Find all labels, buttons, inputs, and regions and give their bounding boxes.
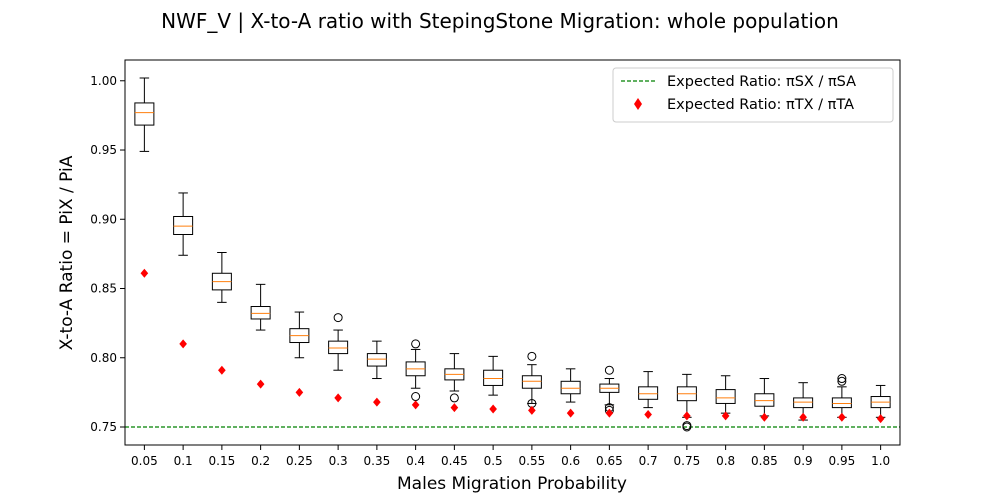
x-tick-label: 0.1	[174, 454, 193, 468]
expected-tx-ta-point	[644, 410, 652, 420]
box-iqr	[328, 340, 349, 355]
x-tick-label: 0.2	[251, 454, 270, 468]
expected-tx-ta-point	[838, 412, 846, 422]
expected-tx-ta-point	[760, 412, 769, 422]
box-iqr	[250, 306, 271, 320]
expected-tx-ta-point	[411, 400, 420, 410]
legend-label-tx-ta: Expected Ratio: πTX / πTA	[667, 97, 854, 113]
expected-tx-ta-point	[140, 268, 149, 278]
x-tick-label: 0.4	[406, 454, 425, 468]
box-outlier	[449, 393, 459, 403]
x-tick-label: 0.75	[674, 454, 701, 468]
box-outlier	[411, 339, 421, 349]
expected-tx-ta-point	[528, 405, 536, 415]
y-tick-label: 1.00	[90, 74, 117, 88]
x-tick-label: 0.05	[131, 454, 158, 468]
expected-tx-ta-point	[489, 404, 497, 414]
legend-frame	[612, 67, 894, 123]
y-axis-label: X-to-A Ratio = PiX / PiA	[57, 155, 77, 350]
axes-frame	[124, 59, 901, 446]
x-tick-label: 0.95	[829, 454, 856, 468]
box-iqr	[831, 397, 852, 409]
legend-label-sx-sa: Expected Ratio: πSX / πSA	[667, 74, 856, 90]
box-iqr	[134, 102, 155, 126]
x-tick-label: 0.35	[364, 454, 391, 468]
y-tick-label: 0.80	[90, 351, 117, 365]
x-tick-label: 0.55	[519, 454, 546, 468]
box-iqr	[173, 215, 194, 235]
box-outlier	[837, 374, 847, 384]
box-iqr	[754, 393, 775, 407]
expected-tx-ta-point	[373, 397, 381, 407]
x-tick-label: 0.85	[751, 454, 778, 468]
y-tick-label: 0.95	[90, 143, 117, 157]
legend: Expected Ratio: πSX / πSA Expected Ratio…	[612, 67, 894, 123]
expected-tx-ta-point	[179, 339, 187, 349]
expected-tx-ta-point	[256, 379, 265, 389]
box-iqr	[560, 380, 581, 395]
expected-tx-ta-point	[683, 411, 691, 421]
box-outlier	[604, 365, 614, 375]
x-tick-label: 0.25	[286, 454, 313, 468]
x-tick-label: 1.0	[871, 454, 890, 468]
expected-tx-ta-point	[218, 365, 226, 375]
x-axis-label: Males Migration Probability	[397, 474, 627, 494]
box-iqr	[521, 375, 542, 389]
x-tick-label: 0.65	[596, 454, 623, 468]
box-iqr	[793, 397, 814, 409]
legend-diamond-icon	[634, 98, 642, 110]
y-tick-label: 0.75	[90, 420, 117, 434]
expected-tx-ta-point	[334, 393, 342, 403]
box-iqr	[483, 369, 504, 386]
expected-tx-ta-point	[799, 412, 807, 422]
box-outlier	[837, 376, 847, 386]
box-iqr	[638, 386, 659, 400]
expected-tx-ta-point	[295, 387, 304, 397]
expected-tx-ta-point	[450, 403, 459, 413]
expected-tx-ta-point	[566, 408, 575, 418]
expected-tx-ta-point	[605, 408, 614, 418]
expected-tx-ta-point	[721, 411, 730, 421]
box-outlier	[411, 392, 421, 402]
plot-area: 0.75 0.80 0.85 0.90 0.95 1.00 0.05 0.1 0.15 0.2 0.…	[90, 59, 901, 468]
x-tick-label: 0.45	[441, 454, 468, 468]
y-tick-label: 0.85	[90, 282, 117, 296]
y-tick-label: 0.90	[90, 212, 117, 226]
x-tick-label: 0.9	[794, 454, 813, 468]
box-iqr	[715, 389, 736, 404]
x-tick-label: 0.3	[329, 454, 348, 468]
x-tick-label: 0.15	[209, 454, 236, 468]
expected-tx-ta-point	[876, 414, 885, 424]
chart-title: NWF_V | X-to-A ratio with StepingStone M…	[161, 9, 839, 33]
x-tick-label: 0.7	[639, 454, 658, 468]
box-outlier	[333, 313, 343, 323]
box-outlier	[527, 351, 537, 361]
x-tick-label: 0.5	[484, 454, 503, 468]
box-iqr	[366, 353, 387, 367]
x-tick-label: 0.8	[716, 454, 735, 468]
x-tick-label: 0.6	[561, 454, 580, 468]
box-outlier	[682, 422, 692, 432]
